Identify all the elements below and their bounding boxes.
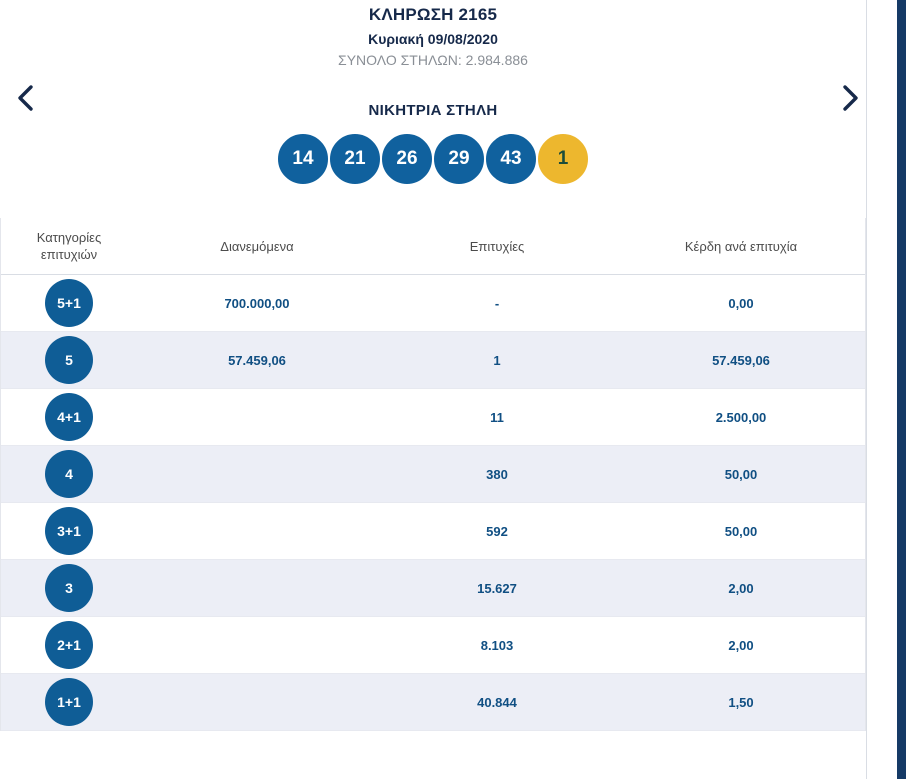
winning-number-ball: 14 bbox=[276, 132, 330, 186]
table-header-row: Κατηγορίες επιτυχιών Διανεμόμενα Επιτυχί… bbox=[1, 218, 865, 275]
previous-draw-button[interactable] bbox=[6, 78, 46, 118]
table-row: 3+1 592 50,00 bbox=[1, 503, 865, 560]
winning-number-ball: 21 bbox=[328, 132, 382, 186]
column-header-wins: Επιτυχίες bbox=[469, 238, 525, 254]
wins-cell: - bbox=[494, 295, 500, 311]
prize-cell: 1,50 bbox=[728, 694, 754, 710]
category-badge: 3+1 bbox=[45, 507, 93, 555]
next-draw-button[interactable] bbox=[830, 78, 870, 118]
category-cell: 3 bbox=[1, 564, 137, 612]
wins-cell: 8.103 bbox=[480, 637, 514, 653]
category-badge: 5+1 bbox=[45, 279, 93, 327]
wins-cell: 592 bbox=[486, 523, 508, 539]
prize-cell: 57.459,06 bbox=[712, 352, 770, 368]
results-table: Κατηγορίες επιτυχιών Διανεμόμενα Επιτυχί… bbox=[0, 218, 866, 731]
table-row: 5 57.459,06 1 57.459,06 bbox=[1, 332, 865, 389]
winning-number-ball: 26 bbox=[380, 132, 434, 186]
winning-number-ball: 29 bbox=[432, 132, 486, 186]
wins-cell: 1 bbox=[493, 352, 501, 368]
table-row: 4+1 11 2.500,00 bbox=[1, 389, 865, 446]
category-cell: 1+1 bbox=[1, 678, 137, 726]
column-header-category-line2: επιτυχιών bbox=[40, 247, 98, 262]
category-badge: 2+1 bbox=[45, 621, 93, 669]
winning-number-ball: 43 bbox=[484, 132, 538, 186]
table-row: 2+1 8.103 2,00 bbox=[1, 617, 865, 674]
chevron-right-icon bbox=[841, 84, 859, 112]
distributed-cell: 57.459,06 bbox=[228, 352, 286, 368]
category-cell: 3+1 bbox=[1, 507, 137, 555]
prize-cell: 2,00 bbox=[728, 637, 754, 653]
page-right-rail bbox=[897, 0, 906, 779]
draw-total-columns: ΣΥΝΟΛΟ ΣΤΗΛΩΝ: 2.984.886 bbox=[338, 52, 528, 68]
prize-cell: 0,00 bbox=[728, 295, 754, 311]
draw-header: ΚΛΗΡΩΣΗ 2165 Κυριακή 09/08/2020 ΣΥΝΟΛΟ Σ… bbox=[0, 0, 866, 70]
chevron-left-icon bbox=[17, 84, 35, 112]
category-badge: 4+1 bbox=[45, 393, 93, 441]
prize-cell: 2.500,00 bbox=[715, 409, 767, 425]
column-header-distributed: Διανεμόμενα bbox=[220, 238, 294, 254]
category-badge: 1+1 bbox=[45, 678, 93, 726]
table-row: 4 380 50,00 bbox=[1, 446, 865, 503]
category-badge: 4 bbox=[45, 450, 93, 498]
wins-cell: 15.627 bbox=[477, 580, 517, 596]
category-badge: 5 bbox=[45, 336, 93, 384]
wins-cell: 380 bbox=[486, 466, 508, 482]
wins-cell: 40.844 bbox=[477, 694, 517, 710]
winning-numbers: 14 21 26 29 43 1 bbox=[0, 132, 866, 186]
draw-date: Κυριακή 09/08/2020 bbox=[368, 31, 498, 47]
draw-title: ΚΛΗΡΩΣΗ 2165 bbox=[368, 5, 498, 24]
column-header-category-line1: Κατηγορίες bbox=[36, 230, 102, 245]
category-cell: 5+1 bbox=[1, 279, 137, 327]
prize-cell: 50,00 bbox=[724, 523, 758, 539]
joker-number-ball: 1 bbox=[536, 132, 590, 186]
category-badge: 3 bbox=[45, 564, 93, 612]
prize-cell: 2,00 bbox=[728, 580, 754, 596]
category-cell: 5 bbox=[1, 336, 137, 384]
content-right-border bbox=[866, 0, 867, 779]
wins-cell: 11 bbox=[490, 409, 504, 425]
column-header-category: Κατηγορίες επιτυχιών bbox=[1, 229, 137, 263]
table-row: 5+1 700.000,00 - 0,00 bbox=[1, 275, 865, 332]
winning-column-heading: ΝΙΚΗΤΡΙΑ ΣΤΗΛΗ bbox=[368, 102, 498, 119]
column-header-prize: Κέρδη ανά επιτυχία bbox=[684, 238, 798, 254]
category-cell: 2+1 bbox=[1, 621, 137, 669]
category-cell: 4 bbox=[1, 450, 137, 498]
table-row: 3 15.627 2,00 bbox=[1, 560, 865, 617]
table-row: 1+1 40.844 1,50 bbox=[1, 674, 865, 731]
category-cell: 4+1 bbox=[1, 393, 137, 441]
distributed-cell: 700.000,00 bbox=[224, 295, 290, 311]
prize-cell: 50,00 bbox=[724, 466, 758, 482]
